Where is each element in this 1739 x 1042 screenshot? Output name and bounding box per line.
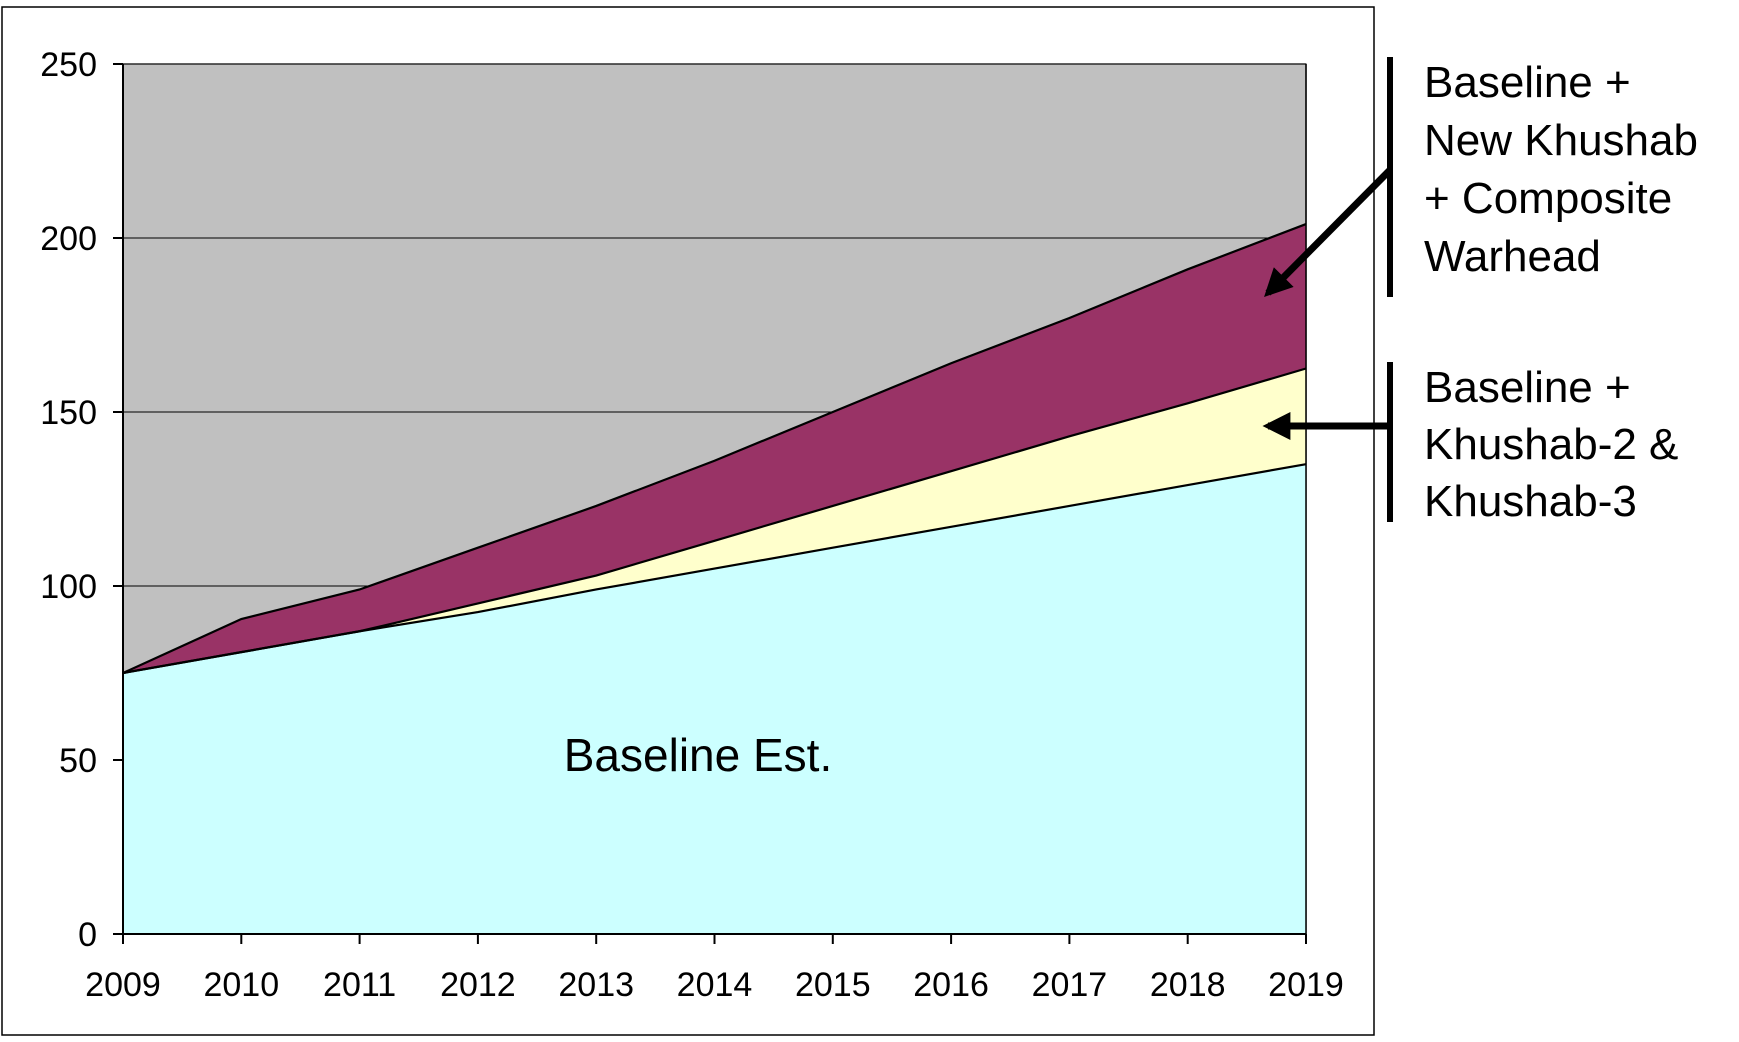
- x-tick-label: 2018: [1150, 966, 1226, 1004]
- series-line-3: [122, 223, 1307, 675]
- x-tick-label: 2012: [440, 966, 516, 1004]
- axis-layer: 0 50 100 150 200 250 2009 2010 2011 2012 2013 2014 2…: [40, 46, 1344, 1004]
- baseline-area-label: Baseline Est.: [564, 729, 832, 781]
- y-tick-label: 200: [40, 220, 97, 258]
- x-tick-label: 2010: [203, 966, 279, 1004]
- middle-annotation-line: Khushab-3: [1424, 477, 1637, 526]
- series-line-2: [122, 367, 1307, 675]
- area-baseline: [123, 464, 1306, 934]
- y-tick-label: 150: [40, 394, 97, 432]
- x-tick-label: 2016: [913, 966, 989, 1004]
- x-tick-label: 2015: [795, 966, 871, 1004]
- x-tick-label: 2017: [1032, 966, 1108, 1004]
- top-annotation-line: New Khushab: [1424, 116, 1698, 165]
- x-tick-label: 2009: [85, 966, 161, 1004]
- middle-annotation-line: Baseline +: [1424, 363, 1631, 412]
- x-tick-label: 2011: [323, 966, 396, 1004]
- top-annotation-line: Baseline +: [1424, 58, 1631, 107]
- annotation-layer: Baseline Est. Baseline + New Khushab + Com…: [564, 57, 1698, 781]
- plot-layer: [122, 63, 1307, 935]
- x-tick-label: 2019: [1268, 966, 1344, 1004]
- arrow-to-top-band: [1264, 167, 1393, 297]
- y-tick-label: 250: [40, 46, 97, 84]
- y-tick-label: 100: [40, 568, 97, 606]
- y-tick-label: 50: [59, 742, 97, 780]
- x-tick-label: 2014: [677, 966, 753, 1004]
- x-tick-label: 2013: [558, 966, 634, 1004]
- y-tick-label: 0: [78, 916, 97, 954]
- top-annotation-line: Warhead: [1424, 232, 1601, 281]
- middle-annotation-line: Khushab-2 &: [1424, 420, 1678, 469]
- top-annotation-line: + Composite: [1424, 174, 1672, 223]
